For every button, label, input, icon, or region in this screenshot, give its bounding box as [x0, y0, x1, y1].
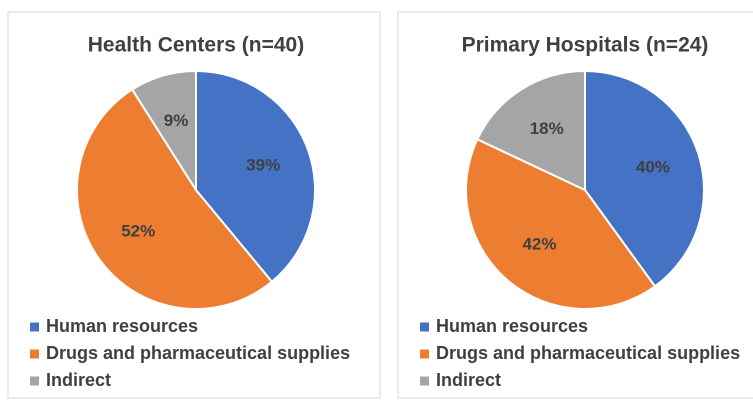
chart-panel: Primary Hospitals (n=24) 40% 42% 18% Human r…: [397, 11, 753, 399]
slice-label: 18%: [530, 119, 564, 138]
pie-slice: [195, 69, 316, 284]
chart-title: Primary Hospitals (n=24): [462, 34, 709, 57]
pie-slice: [130, 69, 197, 194]
legend-label: Indirect: [436, 370, 501, 390]
legend-swatch: [30, 322, 39, 332]
slice-label: 42%: [522, 234, 556, 253]
pie-slice: [76, 88, 274, 310]
pie-slice: [475, 69, 586, 192]
legend-label: Human resources: [46, 316, 198, 336]
legend-label: Drugs and pharmaceutical supplies: [46, 343, 350, 363]
legend-swatch: [420, 376, 429, 386]
chart-panel: Health Centers (n=40) 39% 52% 9% Human resou…: [7, 11, 381, 399]
legend-label: Indirect: [46, 370, 111, 390]
slice-label: 40%: [636, 157, 670, 176]
legend-swatch: [420, 349, 429, 359]
legend-swatch: [30, 349, 39, 359]
slice-label: 52%: [121, 221, 155, 240]
slice-label: 39%: [246, 155, 280, 174]
pie-slice: [584, 69, 705, 288]
legend-swatch: [420, 322, 429, 332]
slice-label: 9%: [164, 111, 189, 130]
pie-slice: [465, 138, 657, 310]
legend-swatch: [30, 376, 39, 386]
chart-title: Health Centers (n=40): [88, 34, 304, 57]
legend-label: Drugs and pharmaceutical supplies: [436, 343, 740, 363]
legend-label: Human resources: [436, 316, 588, 336]
